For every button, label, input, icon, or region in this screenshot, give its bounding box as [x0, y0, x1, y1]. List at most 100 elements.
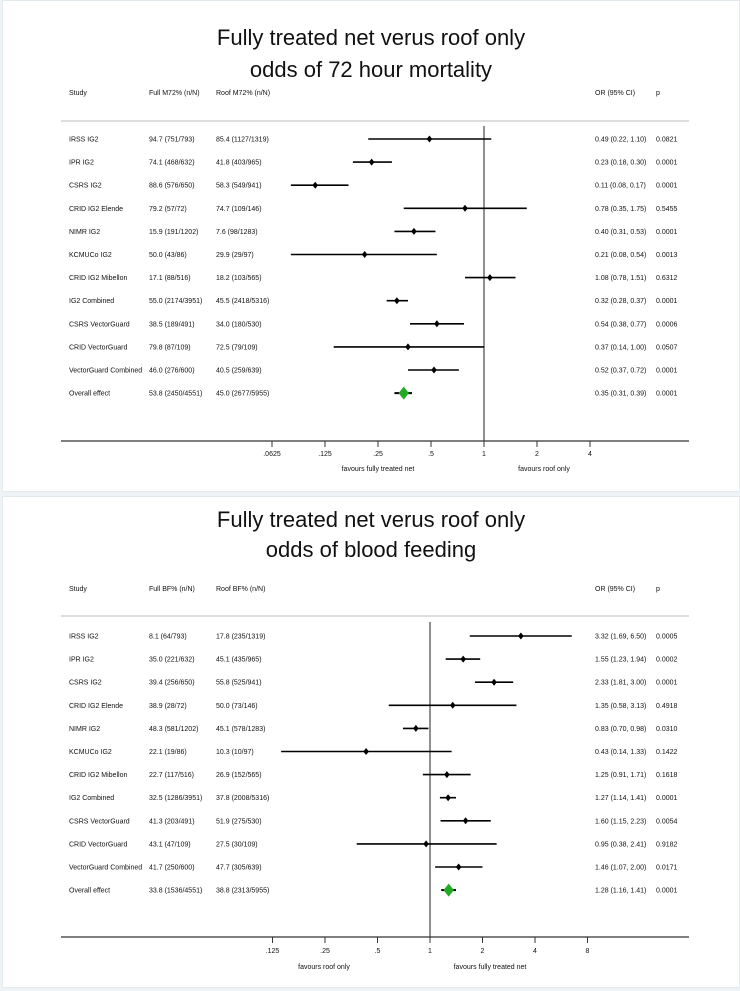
study-row: CRID IG2 Mibellon 17.1 (88/516) 18.2 (103/… [69, 274, 678, 282]
study-name: CRID IG2 Elende [69, 206, 123, 213]
chart-title-line: Fully treated net verus roof only [217, 25, 525, 50]
study-name: CSRS VectorGuard [69, 818, 130, 825]
full-net-value: 55.0 (2174/3951) [149, 298, 202, 305]
chart-title-line: odds of 72 hour mortality [250, 57, 492, 82]
x-tick-label: 2 [535, 451, 539, 458]
study-name: IRSS IG2 [69, 634, 99, 641]
forest-plot-svg: Fully treated net verus roof only odds of… [61, 507, 689, 971]
roof-only-value: 27.5 (30/109) [216, 841, 258, 848]
p-value: 0.0013 [656, 252, 678, 259]
roof-only-value: 26.9 (152/565) [216, 772, 262, 779]
odds-ratio-ci: 0.49 (0.22, 1.10) [595, 137, 646, 144]
odds-ratio-ci: 0.11 (0.08, 0.17) [595, 183, 646, 190]
odds-ratio-ci: 0.23 (0.18, 0.30) [595, 160, 646, 167]
column-header: Study [69, 586, 87, 593]
p-value: 0.0001 [656, 160, 678, 167]
study-row: CRID VectorGuard 79.8 (87/109) 72.5 (79/10… [69, 343, 678, 351]
full-net-value: 22.1 (19/86) [149, 749, 187, 756]
full-net-value: 38.9 (28/72) [149, 703, 187, 710]
overall-estimate-diamond [443, 883, 454, 897]
x-tick-label: .0625 [263, 451, 281, 458]
roof-only-value: 85.4 (1127/1319) [216, 137, 269, 144]
study-row: NIMR IG2 48.3 (581/1202) 45.1 (578/1283) 0.… [69, 724, 678, 733]
study-name: CSRS VectorGuard [69, 321, 130, 328]
study-name: NIMR IG2 [69, 726, 100, 733]
study-row: IG2 Combined 32.5 (1286/3951) 37.8 (2008/5… [69, 794, 678, 802]
forest-plot-blood-feeding: Fully treated net verus roof only odds of… [2, 496, 740, 988]
full-net-value: 41.7 (250/600) [149, 865, 195, 872]
x-tick-label: 8 [586, 948, 590, 955]
study-row: KCMUCo IG2 22.1 (19/86) 10.3 (10/97) 0.43 (… [69, 748, 678, 756]
study-name: CRID VectorGuard [69, 344, 127, 351]
study-name: Overall effect [69, 888, 110, 895]
point-estimate-marker [445, 794, 451, 802]
roof-only-value: 58.3 (549/941) [216, 183, 262, 190]
full-net-value: 41.3 (203/491) [149, 818, 195, 825]
full-net-value: 53.8 (2450/4551) [149, 391, 202, 398]
full-net-value: 46.0 (276/600) [149, 368, 195, 375]
point-estimate-marker [361, 251, 368, 258]
study-name: CRID IG2 Elende [69, 703, 123, 710]
column-header: OR (95% CI) [595, 90, 635, 97]
column-header: p [656, 586, 660, 593]
odds-ratio-ci: 1.08 (0.78, 1.51) [595, 275, 646, 282]
study-name: IPR IG2 [69, 657, 94, 664]
chart-title-line: odds of blood feeding [266, 537, 476, 562]
study-row: VectorGuard Combined 41.7 (250/600) 47.7 (… [69, 863, 678, 872]
forest-plot-mortality: Fully treated net verus roof only odds of… [2, 0, 740, 492]
point-estimate-marker [455, 863, 462, 871]
study-name: CRID IG2 Mibellon [69, 772, 127, 779]
odds-ratio-ci: 0.78 (0.35, 1.75) [595, 206, 646, 213]
study-name: CSRS IG2 [69, 183, 102, 190]
p-value: 0.0001 [656, 795, 678, 802]
x-tick-label: 4 [533, 948, 537, 955]
odds-ratio-ci: 1.35 (0.58, 3.13) [595, 703, 646, 710]
x-tick-label: .25 [373, 451, 383, 458]
roof-only-value: 72.5 (79/109) [216, 344, 258, 351]
full-net-value: 74.1 (468/632) [149, 160, 195, 167]
study-row: CSRS VectorGuard 41.3 (203/491) 51.9 (275/… [69, 817, 678, 825]
study-row: CRID VectorGuard 43.1 (47/109) 27.5 (30/10… [69, 840, 678, 848]
point-estimate-marker [405, 343, 411, 351]
study-row: IG2 Combined 55.0 (2174/3951) 45.5 (2418/5… [69, 297, 678, 305]
point-estimate-marker [491, 678, 497, 686]
overall-effect-row: Overall effect 33.8 (1536/4551) 38.8 (2313… [69, 883, 678, 897]
p-value: 0.0005 [656, 634, 678, 641]
column-header: Full M72% (n/N) [149, 90, 200, 97]
column-header: Study [69, 90, 87, 97]
point-estimate-marker [394, 297, 400, 305]
study-name: IG2 Combined [69, 298, 114, 305]
roof-only-value: 50.0 (73/146) [216, 703, 258, 710]
full-net-value: 88.6 (576/650) [149, 183, 195, 190]
p-value: 0.0006 [656, 321, 678, 328]
x-tick-label: 1 [482, 451, 486, 458]
point-estimate-marker [423, 840, 429, 848]
roof-only-value: 40.5 (259/639) [216, 368, 262, 375]
study-row: CSRS IG2 39.4 (256/650) 55.8 (525/941) 2.33… [69, 678, 678, 687]
full-net-value: 35.0 (221/632) [149, 657, 195, 664]
roof-only-value: 37.8 (2008/5316) [216, 795, 269, 802]
point-estimate-marker [460, 655, 466, 663]
odds-ratio-ci: 0.21 (0.08, 0.54) [595, 252, 646, 259]
x-tick-label: 1 [428, 948, 432, 955]
roof-only-value: 74.7 (109/146) [216, 206, 262, 213]
x-tick-label: .125 [318, 451, 332, 458]
full-net-value: 32.5 (1286/3951) [149, 795, 202, 802]
column-header: Roof M72% (n/N) [216, 90, 270, 97]
study-name: KCMUCo IG2 [69, 252, 112, 259]
study-row: KCMUCo IG2 50.0 (43/86) 29.9 (29/97) 0.21 (… [69, 251, 678, 259]
full-net-value: 79.2 (57/72) [149, 206, 187, 213]
odds-ratio-ci: 0.43 (0.14, 1.33) [595, 749, 646, 756]
column-header: p [656, 90, 660, 97]
favours-left-label: favours fully treated net [342, 466, 415, 473]
full-net-value: 33.8 (1536/4551) [149, 888, 202, 895]
study-row: NIMR IG2 15.9 (191/1202) 7.6 (98/1283) 0.40… [69, 227, 678, 236]
full-net-value: 43.1 (47/109) [149, 841, 191, 848]
p-value: 0.0507 [656, 344, 678, 351]
chart-title-line: Fully treated net verus roof only [217, 507, 525, 532]
odds-ratio-ci: 0.83 (0.70, 0.98) [595, 726, 646, 733]
p-value: 0.0001 [656, 680, 678, 687]
study-name: VectorGuard Combined [69, 865, 142, 872]
x-tick-label: 2 [481, 948, 485, 955]
study-row: IPR IG2 74.1 (468/632) 41.8 (403/965) 0.23 … [69, 158, 678, 167]
